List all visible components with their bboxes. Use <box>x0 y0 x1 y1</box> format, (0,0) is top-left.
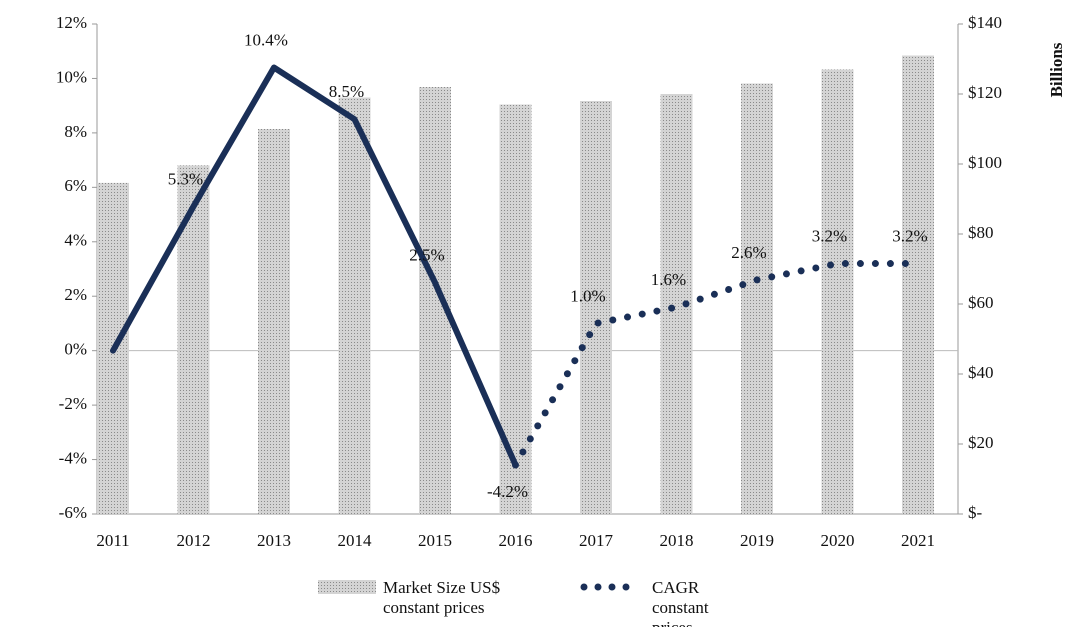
x-tick-label: 2019 <box>740 531 774 550</box>
y-tick-label: 8% <box>64 122 87 141</box>
data-label: 1.6% <box>651 270 686 289</box>
bar <box>580 101 612 514</box>
y2-tick-label: $120 <box>968 83 1002 102</box>
bar <box>258 129 290 514</box>
data-label: 3.2% <box>892 226 927 245</box>
bar <box>177 165 210 514</box>
bar <box>338 97 371 514</box>
bar <box>902 55 934 514</box>
legend-label: Market Size US$ constant prices <box>383 578 501 617</box>
legend-label: CAGR constant prices <box>652 578 709 627</box>
data-label: 3.2% <box>812 226 847 245</box>
data-label: 1.0% <box>570 286 605 305</box>
x-tick-label: 2015 <box>418 531 452 550</box>
y-tick-label: 2% <box>64 285 87 304</box>
y-tick-label: 4% <box>64 231 87 250</box>
data-label: 2.6% <box>731 243 766 262</box>
bar <box>419 87 451 514</box>
y-tick-label: -6% <box>59 503 87 522</box>
y2-tick-label: $40 <box>968 363 994 382</box>
y-tick-label: 6% <box>64 176 87 195</box>
data-label: 10.4% <box>244 30 288 49</box>
data-label: 5.3% <box>168 169 203 188</box>
x-tick-label: 2013 <box>257 531 291 550</box>
y2-tick-label: $80 <box>968 223 994 242</box>
y2-axis-title: Billions <box>1047 42 1066 97</box>
x-tick-label: 2018 <box>660 531 694 550</box>
x-tick-label: 2021 <box>901 531 935 550</box>
y2-tick-label: $60 <box>968 293 994 312</box>
data-label: -4.2% <box>487 482 528 501</box>
y2-tick-label: $- <box>968 503 983 522</box>
x-tick-label: 2014 <box>338 531 373 550</box>
x-tick-label: 2016 <box>499 531 533 550</box>
data-label: 8.5% <box>329 82 364 101</box>
y2-tick-label: $140 <box>968 13 1002 32</box>
x-tick-label: 2012 <box>177 531 211 550</box>
line <box>110 64 519 468</box>
data-label: 2.5% <box>409 246 444 265</box>
y-tick-label: -2% <box>59 394 87 413</box>
x-tick-label: 2011 <box>96 531 129 550</box>
bar <box>821 69 854 514</box>
bar <box>741 83 773 514</box>
y2-tick-label: $100 <box>968 153 1002 172</box>
line <box>512 260 922 469</box>
legend-swatch <box>318 580 376 594</box>
y-tick-label: 12% <box>56 13 87 32</box>
y-tick-label: 0% <box>64 340 87 359</box>
x-tick-label: 2017 <box>579 531 614 550</box>
x-tick-label: 2020 <box>821 531 855 550</box>
y2-tick-label: $20 <box>968 433 994 452</box>
bar <box>499 104 532 514</box>
y-tick-label: 10% <box>56 67 87 86</box>
y-tick-label: -4% <box>59 448 87 467</box>
